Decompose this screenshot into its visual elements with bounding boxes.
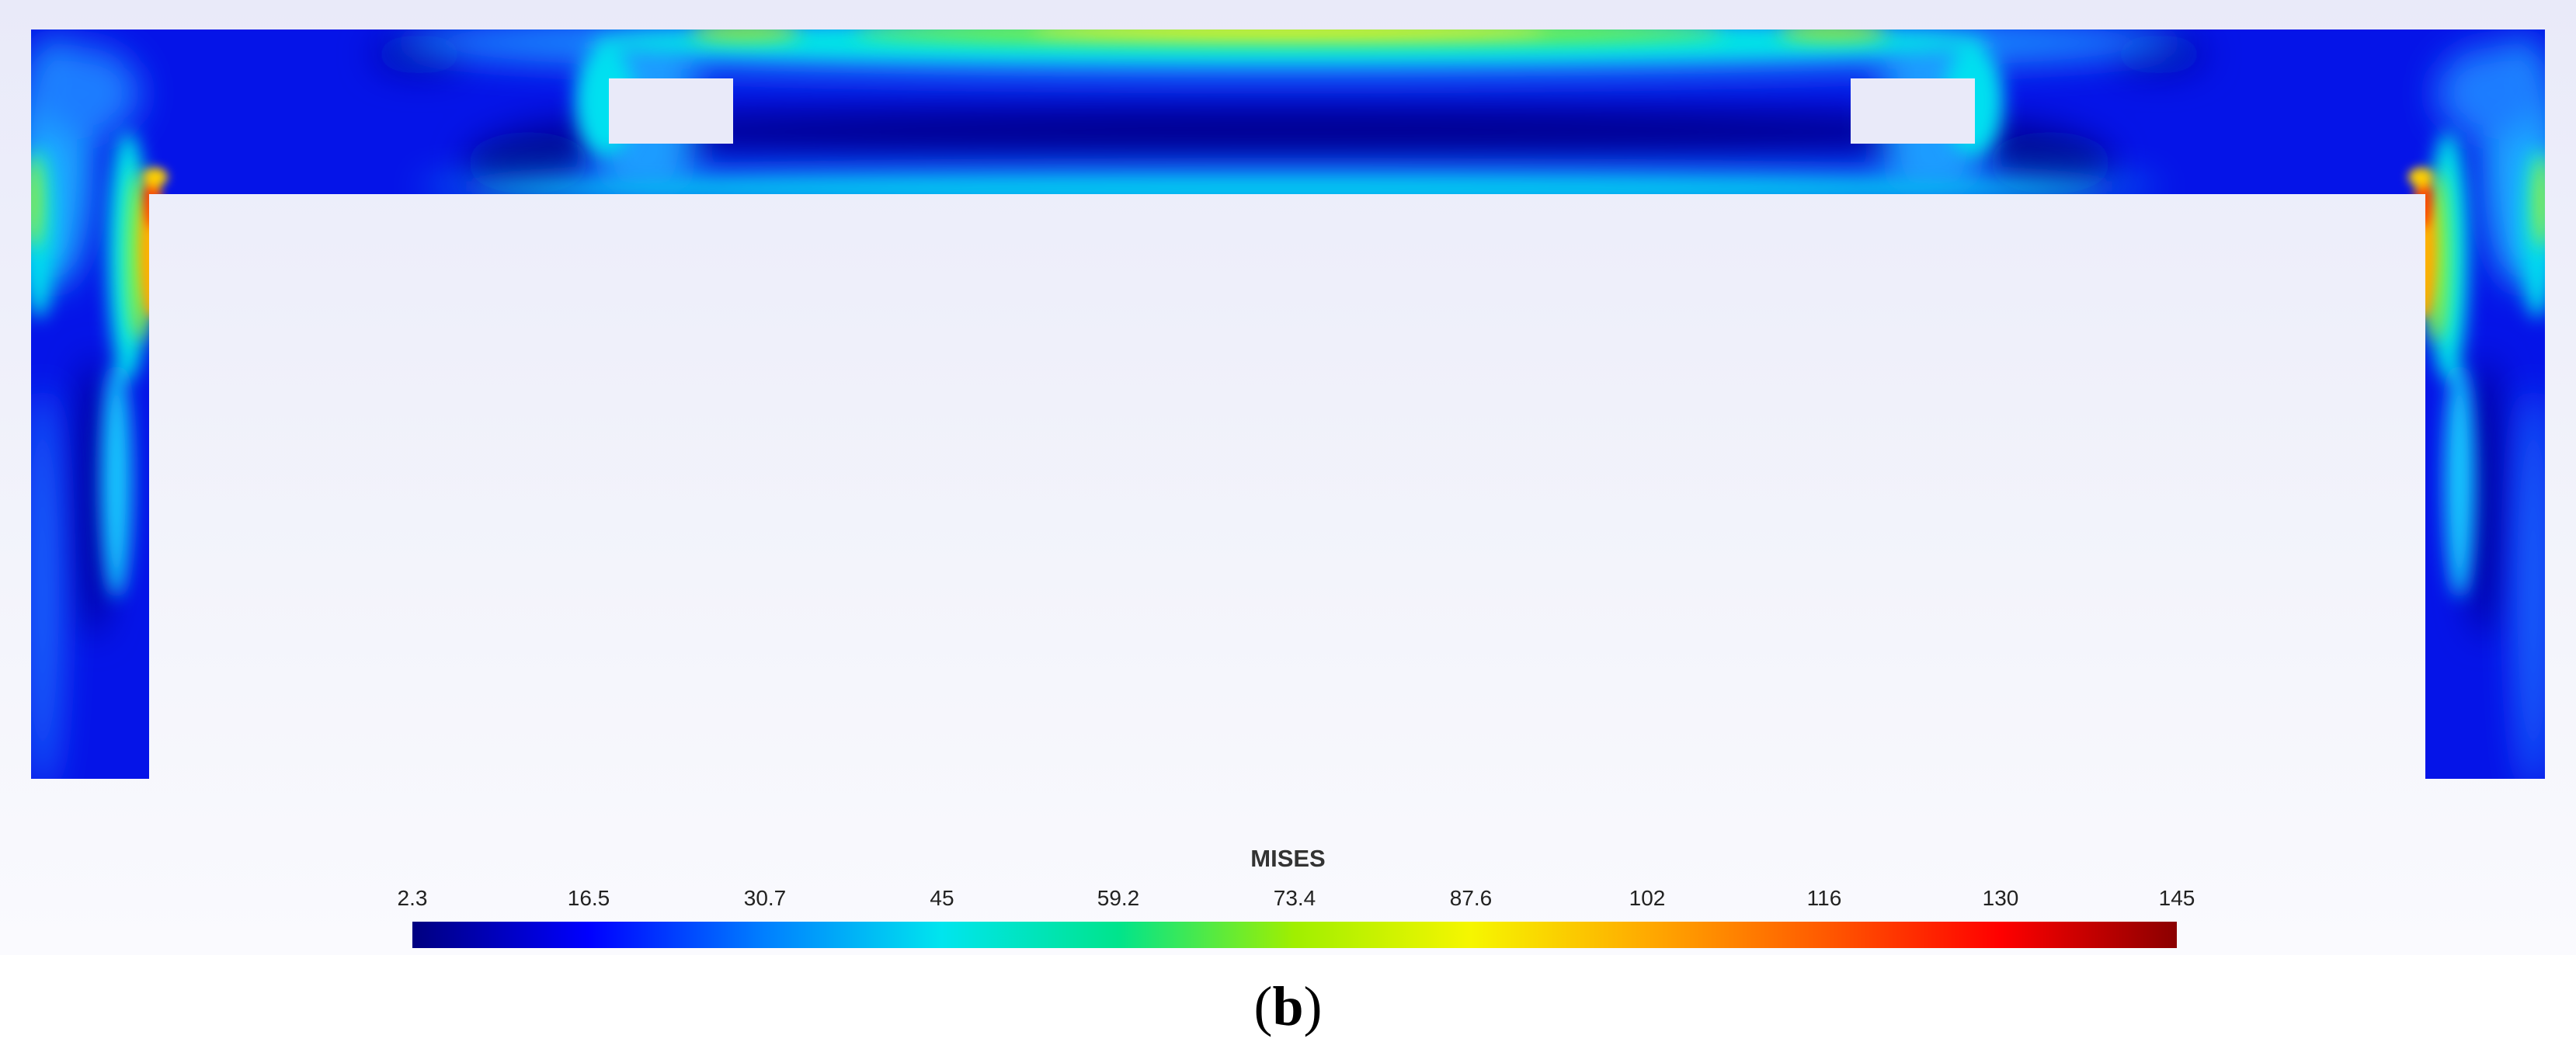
caption-open-paren: ( xyxy=(1253,975,1273,1037)
colorbar-tick-label: 130 xyxy=(1982,886,2019,910)
fea-viewport xyxy=(0,0,2576,955)
legend-title: MISES xyxy=(1250,845,1326,872)
low-stress-regions xyxy=(73,35,2505,637)
colorbar xyxy=(412,922,2177,948)
caption-letter: b xyxy=(1272,975,1304,1037)
caption-close-paren: ) xyxy=(1303,975,1323,1037)
colorbar-tick-label: 2.3 xyxy=(397,886,428,910)
figure-caption: (b) xyxy=(0,974,2576,1039)
colorbar-tick-label: 102 xyxy=(1629,886,1666,910)
colorbar-tick-label: 59.2 xyxy=(1097,886,1140,910)
colorbar-tick-label: 16.5 xyxy=(567,886,610,910)
opening-left xyxy=(609,78,733,144)
stress-contour-model xyxy=(31,30,2545,779)
opening-right xyxy=(1851,78,1975,144)
colorbar-tick-label: 30.7 xyxy=(743,886,787,910)
contour-field xyxy=(31,30,2545,779)
colorbar-tick-label: 73.4 xyxy=(1273,886,1316,910)
colorbar-tick-label: 116 xyxy=(1806,886,1842,910)
colorbar-tick-labels: 2.3 16.5 30.7 45 59.2 73.4 87.6 102 116 … xyxy=(0,886,2576,917)
colorbar-tick-label: 87.6 xyxy=(1449,886,1493,910)
colorbar-tick-label: 145 xyxy=(2158,886,2195,910)
colorbar-tick-label: 45 xyxy=(930,886,954,910)
